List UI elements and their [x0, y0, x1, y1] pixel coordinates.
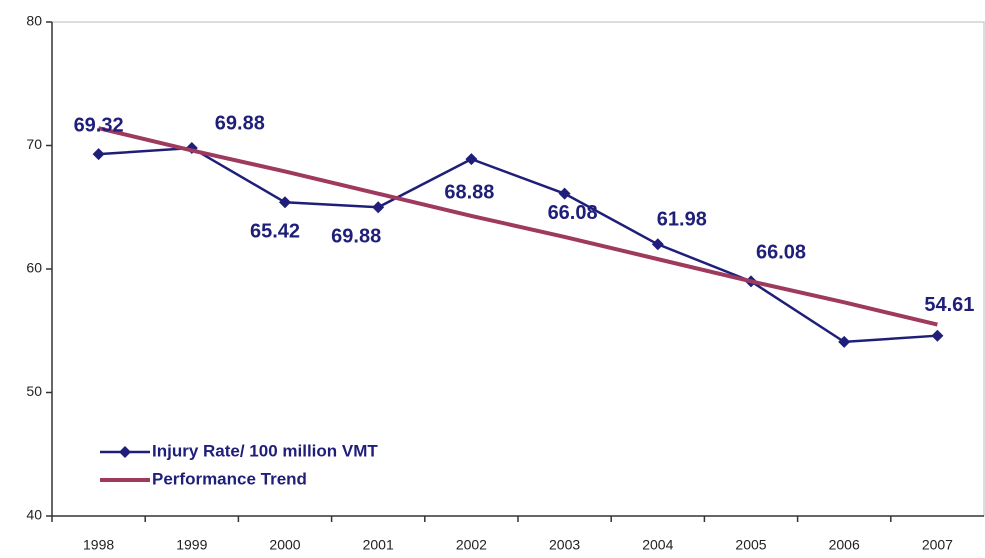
data-label: 69.88 [215, 112, 265, 134]
y-tick-label: 60 [26, 260, 42, 276]
y-tick-label: 70 [26, 136, 42, 152]
x-tick-label: 2000 [269, 537, 300, 553]
x-tick-label: 2006 [829, 537, 860, 553]
point-marker [651, 238, 664, 251]
y-tick-label: 40 [26, 507, 42, 523]
data-label: 54.61 [924, 294, 974, 316]
y-tick-label: 50 [26, 383, 42, 399]
point-marker [92, 148, 105, 161]
y-tick-label: 80 [26, 13, 42, 29]
point-marker [465, 153, 478, 166]
x-tick-label: 1999 [176, 537, 207, 553]
data-label: 68.88 [444, 181, 494, 203]
data-label: 66.08 [548, 202, 598, 224]
legend-label: Injury Rate/ 100 million VMT [152, 441, 378, 460]
x-tick-label: 1998 [83, 537, 114, 553]
data-label: 66.08 [756, 242, 806, 264]
legend-marker [119, 446, 131, 458]
point-marker [372, 201, 385, 214]
x-tick-label: 2005 [735, 537, 766, 553]
data-label: 69.88 [331, 226, 381, 248]
series-line [98, 146, 938, 344]
series-line [98, 126, 938, 327]
legend-label: Performance Trend [152, 469, 307, 488]
x-tick-label: 2003 [549, 537, 580, 553]
x-tick-label: 2002 [456, 537, 487, 553]
point-marker [558, 187, 571, 200]
point-marker [931, 329, 944, 342]
x-tick-label: 2001 [363, 537, 394, 553]
point-marker [279, 196, 291, 209]
data-label: 69.32 [74, 114, 124, 136]
data-label: 65.42 [250, 221, 300, 243]
point-marker [838, 335, 851, 348]
data-label: 61.98 [657, 209, 707, 231]
x-tick-label: 2004 [642, 537, 673, 553]
x-tick-label: 2007 [922, 537, 953, 553]
